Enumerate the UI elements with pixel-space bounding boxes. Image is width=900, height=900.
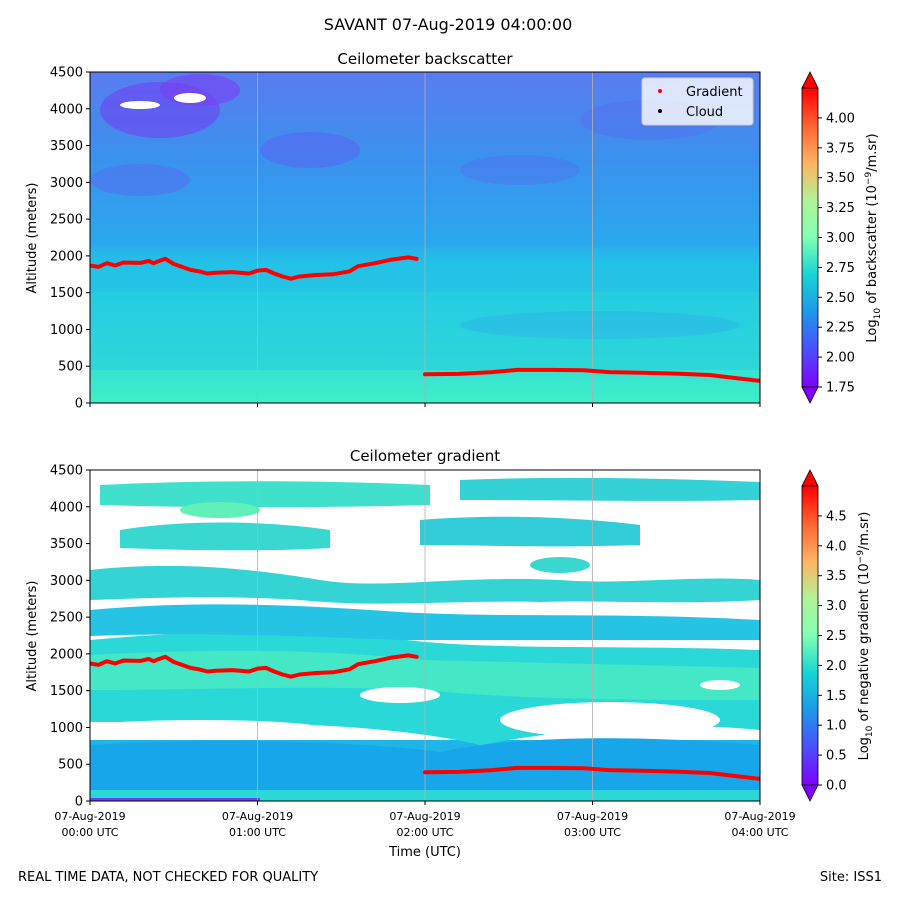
y-tick-label: 4500 <box>50 66 83 81</box>
x-tick-label-time: 01:00 UTC <box>229 826 286 839</box>
backscatter-gridlines <box>257 72 593 403</box>
legend-box <box>641 77 754 126</box>
x-tick-label-date: 07-Aug-2019 <box>724 810 795 823</box>
colorbar-tick-label: 4.5 <box>826 509 847 524</box>
x-tick-label-date: 07-Aug-2019 <box>557 810 628 823</box>
y-tick-label: 4000 <box>50 500 83 515</box>
backscatter-gradient-markers <box>90 255 760 383</box>
x-tick-label-time: 04:00 UTC <box>731 826 788 839</box>
x-tick-label-date: 07-Aug-2019 <box>389 810 460 823</box>
footer-site: Site: ISS1 <box>819 870 882 885</box>
gradient-gridlines <box>257 470 593 801</box>
gradient-heatmap <box>90 470 760 801</box>
gradient-ylabel: Altitude (meters) <box>25 581 40 692</box>
colorbar-tick-label: 3.50 <box>826 171 855 186</box>
colorbar-tick-label: 3.25 <box>826 201 855 216</box>
y-tick-label: 3000 <box>50 574 83 589</box>
colorbar-tick-label: 4.0 <box>826 539 847 554</box>
colorbar-bottom-extend <box>801 784 819 802</box>
gradient-title: Ceilometer gradient <box>350 447 500 465</box>
y-tick-label: 4000 <box>50 102 83 117</box>
colorbar-tick-label: 2.0 <box>826 659 847 674</box>
y-tick-label: 3000 <box>50 176 83 191</box>
gradient-series-line <box>423 367 760 383</box>
colorbar-tick-label: 3.00 <box>826 231 855 246</box>
y-tick-label: 4500 <box>50 464 83 479</box>
y-tick-label: 3500 <box>50 139 83 154</box>
y-tick-label: 1000 <box>50 721 83 736</box>
y-tick-label: 2000 <box>50 249 83 264</box>
backscatter-ylabel: Altitude (meters) <box>25 183 40 294</box>
colorbar-top-extend <box>801 469 819 487</box>
legend-cloud-label: Cloud <box>686 105 723 120</box>
colorbar-tick-label: 2.75 <box>826 261 855 276</box>
legend-gradient-label: Gradient <box>686 85 743 100</box>
colorbar-tick-label: 2.5 <box>826 629 847 644</box>
x-tick-label-time: 03:00 UTC <box>564 826 621 839</box>
y-tick-label: 2000 <box>50 647 83 662</box>
legend-gradient-marker <box>658 89 662 93</box>
colorbar-tick-label: 2.50 <box>826 291 855 306</box>
legend-cloud-marker <box>658 109 662 113</box>
y-tick-label: 500 <box>58 360 83 375</box>
y-tick-label: 500 <box>58 758 83 773</box>
backscatter-colorbar-label: Log10 of backscatter (10−9/m.sr) <box>864 133 883 342</box>
colorbar-top-extend <box>801 71 819 89</box>
figure-suptitle: SAVANT 07-Aug-2019 04:00:00 <box>324 15 573 34</box>
gradient-series-line <box>90 255 419 281</box>
legend: Gradient Cloud <box>641 77 754 126</box>
colorbar-tick-label: 1.75 <box>826 381 855 396</box>
y-tick-label: 0 <box>75 397 83 412</box>
colorbar-tick-label: 3.5 <box>826 569 847 584</box>
backscatter-colorbar-ticks: 1.75 2.00 2.25 2.50 2.75 3.00 3.25 3.50 3.75 4.00 <box>818 111 855 396</box>
y-tick-label: 3500 <box>50 537 83 552</box>
backscatter-panel: Ceilometer backscatter 0 500 1000 1500 2000 2… <box>25 50 883 412</box>
colorbar-tick-label: 1.5 <box>826 689 847 704</box>
colorbar-bar <box>801 485 819 786</box>
x-tick-label-date: 07-Aug-2019 <box>54 810 125 823</box>
gradient-colorbar-ticks: 0.0 0.5 1.0 1.5 2.0 2.5 3.0 3.5 4.0 4.5 <box>818 509 847 794</box>
y-tick-label: 2500 <box>50 213 83 228</box>
x-tick-label-date: 07-Aug-2019 <box>222 810 293 823</box>
colorbar-tick-label: 0.5 <box>826 749 847 764</box>
colorbar-tick-label: 3.75 <box>826 141 855 156</box>
backscatter-colorbar: 1.75 2.00 2.25 2.50 2.75 3.00 3.25 3.50 3.75 4.00… <box>801 71 883 404</box>
backscatter-x-ticks <box>89 403 761 407</box>
y-tick-label: 1000 <box>50 323 83 338</box>
x-tick-label-time: 00:00 UTC <box>61 826 118 839</box>
y-tick-label: 1500 <box>50 684 83 699</box>
x-axis-label: Time (UTC) <box>388 845 461 860</box>
colorbar-tick-label: 0.0 <box>826 779 847 794</box>
footer-disclaimer: REAL TIME DATA, NOT CHECKED FOR QUALITY <box>18 870 319 885</box>
colorbar-bar <box>801 87 819 388</box>
colorbar-tick-label: 2.00 <box>826 351 855 366</box>
gradient-y-ticks: 0 500 1000 1500 2000 2500 3000 3500 4000 4500 <box>50 464 90 810</box>
gradient-panel: Ceilometer gradient <box>25 447 875 860</box>
x-tick-label-time: 02:00 UTC <box>396 826 453 839</box>
y-tick-label: 1500 <box>50 286 83 301</box>
gradient-series-line <box>90 653 419 679</box>
gradient-series-line <box>423 765 760 781</box>
colorbar-tick-label: 1.0 <box>826 719 847 734</box>
y-tick-label: 0 <box>75 795 83 810</box>
backscatter-title: Ceilometer backscatter <box>337 50 513 68</box>
colorbar-tick-label: 3.0 <box>826 599 847 614</box>
gradient-x-ticks: 07-Aug-2019 00:00 UTC 07-Aug-2019 01:00 UTC… <box>54 801 796 839</box>
colorbar-tick-label: 2.25 <box>826 321 855 336</box>
y-tick-label: 2500 <box>50 611 83 626</box>
gradient-colorbar-label: Log10 of negative gradient (10−9/m.sr) <box>856 512 875 761</box>
backscatter-y-ticks: 0 500 1000 1500 2000 2500 3000 3500 4000 4500 <box>50 66 90 412</box>
colorbar-tick-label: 4.00 <box>826 111 855 126</box>
gradient-gradient-markers <box>90 653 760 781</box>
gradient-colorbar: 0.0 0.5 1.0 1.5 2.0 2.5 3.0 3.5 4.0 4.5 Log10 of … <box>801 469 875 802</box>
colorbar-bottom-extend <box>801 386 819 404</box>
